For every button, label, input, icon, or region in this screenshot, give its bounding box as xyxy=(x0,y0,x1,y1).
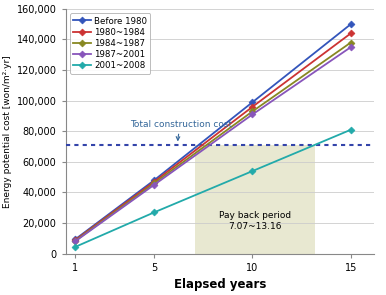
Line: 2001~2008: 2001~2008 xyxy=(73,127,353,249)
Line: 1987~2001: 1987~2001 xyxy=(73,45,353,244)
1987~2001 xyxy=(73,239,78,243)
Before 1980 xyxy=(152,178,156,182)
1980~1984 xyxy=(250,105,255,109)
Before 1980 xyxy=(349,22,353,26)
1987~2001 xyxy=(250,113,255,116)
1984~1987 xyxy=(349,41,353,44)
2001~2008 xyxy=(349,128,353,132)
Before 1980 xyxy=(250,100,255,104)
Y-axis label: Energy potential cost [won/m²·yr]: Energy potential cost [won/m²·yr] xyxy=(3,55,12,208)
1987~2001 xyxy=(349,45,353,49)
Text: Pay back period
7.07~13.16: Pay back period 7.07~13.16 xyxy=(219,212,291,231)
1987~2001 xyxy=(152,183,156,187)
Legend: Before 1980, 1980~1984, 1984~1987, 1987~2001, 2001~2008: Before 1980, 1980~1984, 1984~1987, 1987~… xyxy=(70,13,151,74)
2001~2008 xyxy=(152,211,156,214)
Line: 1980~1984: 1980~1984 xyxy=(73,31,353,242)
Line: 1984~1987: 1984~1987 xyxy=(73,40,353,243)
1984~1987 xyxy=(152,181,156,185)
Line: Before 1980: Before 1980 xyxy=(73,22,353,242)
X-axis label: Elapsed years: Elapsed years xyxy=(174,278,266,291)
1984~1987 xyxy=(73,239,78,242)
1980~1984 xyxy=(73,238,78,242)
Text: Total construction cost: Total construction cost xyxy=(130,120,233,140)
2001~2008 xyxy=(73,245,78,249)
1980~1984 xyxy=(349,32,353,35)
1980~1984 xyxy=(152,180,156,183)
2001~2008 xyxy=(250,169,255,173)
Before 1980 xyxy=(73,237,78,241)
1984~1987 xyxy=(250,110,255,113)
Bar xyxy=(195,145,315,254)
